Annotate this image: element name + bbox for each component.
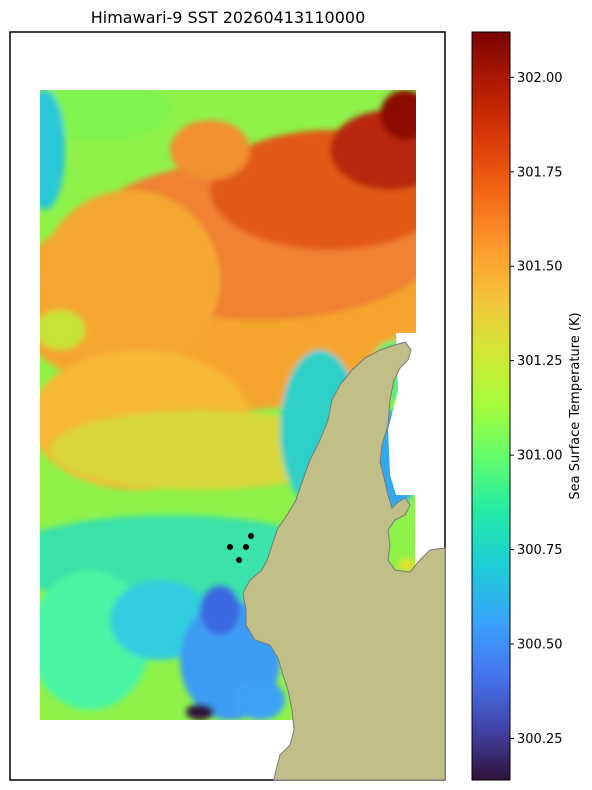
colorbar-tick-label: 301.25 bbox=[517, 354, 563, 369]
station-markers bbox=[227, 533, 254, 563]
figure-title: Himawari-9 SST 20260413110000 bbox=[90, 8, 366, 27]
station-marker bbox=[236, 557, 242, 563]
land-mass bbox=[242, 341, 446, 781]
colorbar-tick-label: 301.50 bbox=[517, 260, 563, 275]
colorbar-label: Sea Surface Temperature (K) bbox=[568, 312, 583, 499]
colorbar-tick-label: 300.50 bbox=[517, 638, 563, 653]
colorbar-tick-label: 300.25 bbox=[517, 732, 563, 747]
station-marker bbox=[248, 533, 254, 539]
colorbar-tick-label: 302.00 bbox=[517, 71, 563, 86]
colorbar-tick-label: 300.75 bbox=[517, 543, 563, 558]
colorbar-gradient bbox=[471, 31, 511, 781]
colorbar-tick-label: 301.00 bbox=[517, 449, 563, 464]
colorbar-tick-label: 301.75 bbox=[517, 165, 563, 180]
station-marker bbox=[243, 544, 249, 550]
station-marker bbox=[227, 544, 233, 550]
colorbar-ticks: 300.25 300.50 300.75 301.00 301.25 301.50 301.… bbox=[510, 71, 563, 747]
